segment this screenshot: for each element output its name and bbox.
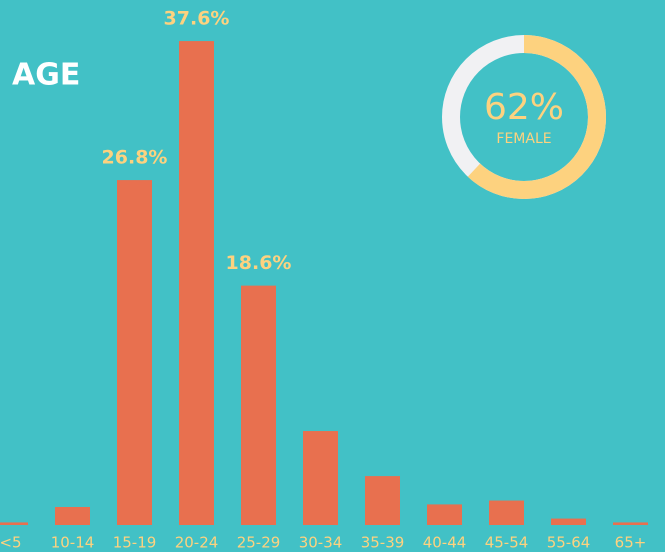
donut-caption: FEMALE (496, 131, 551, 147)
x-tick-label: 55-64 (547, 534, 591, 552)
x-tick-label: 45-54 (485, 534, 529, 552)
x-tick-label: 35-39 (361, 534, 405, 552)
bar (613, 522, 648, 525)
bar (303, 431, 338, 525)
chart-title: AGE (12, 58, 80, 93)
bar (551, 518, 586, 525)
bar (117, 180, 152, 526)
bar (427, 504, 462, 525)
x-tick-label: 40-44 (423, 534, 467, 552)
x-tick-label: 65+ (615, 534, 647, 552)
bar (241, 285, 276, 525)
value-label: 18.6% (226, 252, 292, 274)
bar (55, 506, 90, 525)
x-tick-label: 20-24 (175, 534, 219, 552)
bar (365, 476, 400, 525)
x-tick-label: 30-34 (299, 534, 343, 552)
donut-arc (442, 35, 606, 199)
value-label: 26.8% (102, 147, 168, 169)
bar (489, 500, 524, 525)
x-tick-label: 25-29 (237, 534, 281, 552)
x-tick-label: 10-14 (51, 534, 95, 552)
x-tick-label: 15-19 (113, 534, 157, 552)
bar (0, 522, 28, 525)
bar (179, 41, 214, 525)
x-tick-label: <5 (0, 534, 22, 552)
value-label: 37.6% (164, 8, 230, 30)
donut-value: 62% (484, 87, 564, 128)
